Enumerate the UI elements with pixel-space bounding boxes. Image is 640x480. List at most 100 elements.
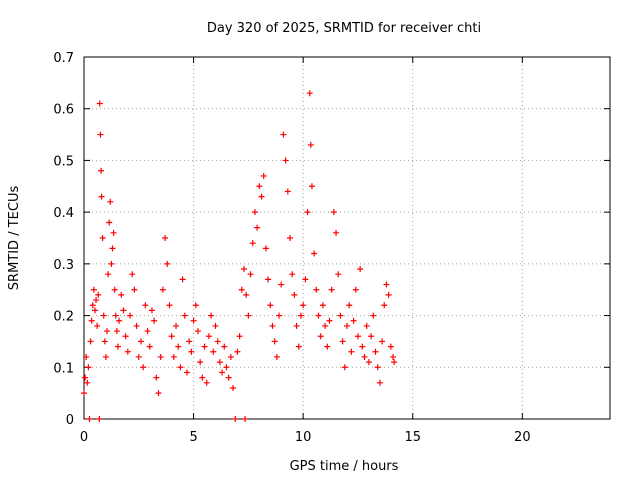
data-point bbox=[148, 307, 155, 314]
data-point bbox=[97, 131, 104, 138]
data-point bbox=[374, 364, 381, 371]
data-point bbox=[383, 281, 390, 288]
data-point bbox=[335, 271, 342, 278]
data-point bbox=[391, 359, 398, 366]
data-point bbox=[105, 271, 112, 278]
data-point bbox=[240, 266, 247, 273]
data-point bbox=[232, 416, 239, 422]
data-point bbox=[135, 353, 142, 360]
data-point bbox=[122, 333, 129, 340]
data-point bbox=[354, 333, 361, 340]
data-point bbox=[142, 302, 149, 309]
data-point bbox=[102, 353, 109, 360]
data-point bbox=[297, 312, 304, 319]
data-point bbox=[124, 348, 131, 355]
data-point bbox=[260, 172, 267, 179]
data-point bbox=[243, 291, 250, 298]
data-point bbox=[313, 286, 320, 293]
data-point bbox=[284, 188, 291, 195]
data-point bbox=[181, 312, 188, 319]
data-point bbox=[258, 193, 265, 200]
x-tick-label: 20 bbox=[514, 430, 531, 445]
data-point bbox=[361, 353, 368, 360]
data-point bbox=[140, 364, 147, 371]
data-point bbox=[379, 338, 386, 345]
x-tick-label: 15 bbox=[404, 430, 421, 445]
data-point bbox=[370, 312, 377, 319]
data-point bbox=[376, 379, 383, 386]
data-point bbox=[168, 333, 175, 340]
data-point bbox=[238, 286, 245, 293]
data-point bbox=[199, 374, 206, 381]
data-point bbox=[84, 379, 91, 386]
data-point bbox=[234, 348, 241, 355]
data-point bbox=[315, 312, 322, 319]
data-point bbox=[93, 297, 100, 304]
data-point bbox=[328, 286, 335, 293]
data-point bbox=[291, 291, 298, 298]
data-point bbox=[194, 328, 201, 335]
data-point bbox=[100, 312, 107, 319]
data-point bbox=[86, 416, 93, 422]
data-point bbox=[81, 390, 87, 397]
data-point bbox=[155, 390, 162, 397]
data-point bbox=[387, 343, 394, 350]
data-point bbox=[83, 353, 90, 360]
data-point bbox=[381, 302, 388, 309]
data-point bbox=[221, 343, 228, 350]
data-point bbox=[302, 276, 309, 283]
data-point bbox=[350, 317, 357, 324]
data-point bbox=[175, 343, 182, 350]
data-point bbox=[307, 141, 314, 148]
data-point bbox=[82, 374, 89, 381]
data-point bbox=[164, 260, 171, 267]
data-point bbox=[101, 338, 108, 345]
data-point bbox=[225, 374, 232, 381]
data-point bbox=[186, 338, 193, 345]
data-point bbox=[269, 322, 276, 329]
data-point bbox=[98, 193, 105, 200]
y-tick-label: 0.6 bbox=[53, 103, 74, 118]
data-point bbox=[188, 348, 195, 355]
data-point bbox=[271, 338, 278, 345]
data-point bbox=[137, 338, 144, 345]
data-point bbox=[311, 250, 318, 257]
data-point bbox=[230, 384, 237, 391]
y-tick-label: 0.7 bbox=[53, 51, 74, 66]
data-point bbox=[157, 353, 164, 360]
data-point bbox=[368, 333, 375, 340]
data-point bbox=[276, 312, 283, 319]
data-point bbox=[344, 322, 350, 329]
axis-ticks bbox=[83, 56, 610, 420]
data-point bbox=[210, 348, 217, 355]
data-point bbox=[90, 286, 97, 293]
data-point bbox=[94, 322, 101, 329]
data-point bbox=[326, 317, 333, 324]
x-tick-label: 5 bbox=[189, 430, 197, 445]
data-point bbox=[146, 343, 153, 350]
y-tick-label: 0.1 bbox=[53, 361, 74, 376]
y-tick-label: 0.5 bbox=[53, 154, 74, 169]
data-point bbox=[214, 338, 221, 345]
x-axis-label: GPS time / hours bbox=[290, 459, 399, 474]
data-point bbox=[159, 286, 166, 293]
data-point bbox=[337, 312, 344, 319]
data-point bbox=[104, 328, 111, 335]
data-point bbox=[357, 266, 364, 273]
data-point bbox=[293, 322, 300, 329]
data-point bbox=[348, 348, 355, 355]
data-point bbox=[317, 333, 324, 340]
data-point bbox=[267, 302, 274, 309]
data-point bbox=[308, 183, 315, 190]
data-point bbox=[114, 343, 121, 350]
data-point bbox=[96, 100, 103, 107]
tick-labels: 0 5 10 15 20 0 0.1 0.2 0.3 0.4 0.5 0.6 0.7 bbox=[53, 51, 530, 445]
data-point bbox=[212, 322, 219, 329]
data-point bbox=[245, 312, 252, 319]
data-point bbox=[216, 359, 223, 366]
data-point bbox=[95, 291, 102, 298]
data-point bbox=[153, 374, 160, 381]
data-point bbox=[144, 328, 151, 335]
data-point bbox=[98, 167, 105, 174]
data-point bbox=[208, 312, 215, 319]
